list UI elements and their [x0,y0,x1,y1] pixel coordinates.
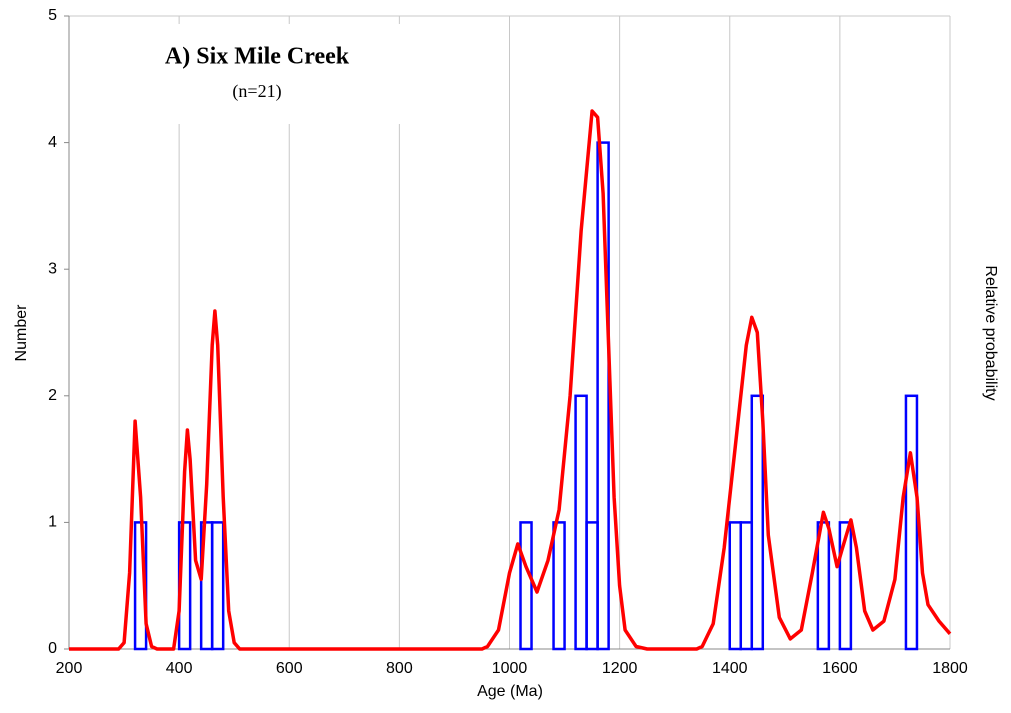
chart-subtitle: (n=21) [232,81,281,102]
title-box [110,24,410,124]
x-tick-label: 200 [56,660,83,677]
bar [585,521,599,651]
x-tick-label: 1800 [932,660,968,677]
x-tick-label: 600 [276,660,303,677]
bar [574,394,588,651]
y-tick-label: 1 [48,514,57,531]
bar [739,521,754,651]
y-tick-label: 0 [48,640,57,657]
x-tick-label: 400 [166,660,193,677]
bar [552,521,566,651]
bar [519,521,533,651]
x-tick-label: 1200 [602,660,638,677]
x-tick-label: 800 [386,660,413,677]
x-axis-label: Age (Ma) [477,683,543,700]
y-tick-label: 4 [48,134,57,151]
x-tick-label: 1600 [822,660,858,677]
bar [750,394,765,651]
y2-axis-label: Relative probability [982,265,999,400]
x-tick-label: 1400 [712,660,748,677]
y-tick-label: 3 [48,260,57,277]
bar [816,521,831,651]
bar [210,521,225,651]
chart-title: A) Six Mile Creek [165,44,350,70]
x-tick-label: 1000 [492,660,528,677]
probability-curve [69,109,952,651]
plot [69,109,952,651]
y-tick-label: 2 [48,387,57,404]
bar [728,521,743,651]
y-axis-label: Number [13,304,30,362]
y-tick-label: 5 [48,7,57,24]
bar [904,394,919,651]
bar [838,521,853,651]
bar [596,141,610,651]
